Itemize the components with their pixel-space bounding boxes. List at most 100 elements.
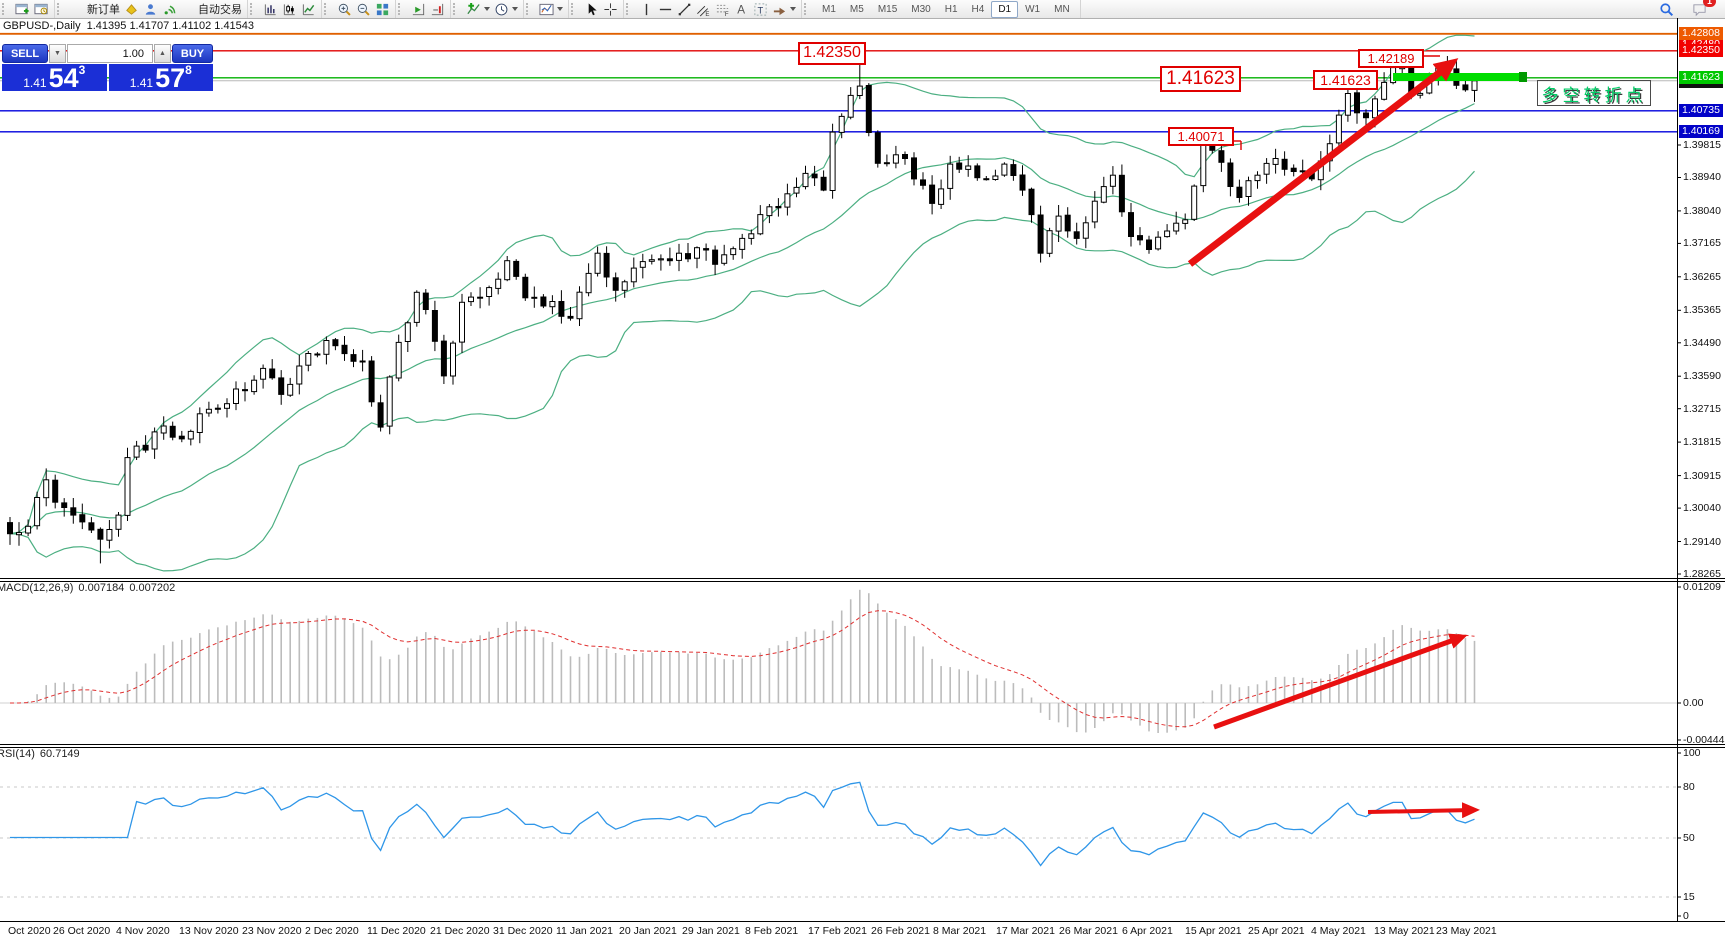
axis-tick-marks <box>1677 144 1681 917</box>
timeframe-button-m15[interactable]: M15 <box>877 3 898 15</box>
bar-chart-icon[interactable] <box>261 1 280 17</box>
dropdown-caret-icon <box>512 7 518 11</box>
date-axis-label: 11 Jan 2021 <box>556 925 614 937</box>
volume-input[interactable]: 1.00 <box>67 44 153 63</box>
price-axis-tick: 1.37165 <box>1683 237 1721 250</box>
timeframe-button-m5[interactable]: M5 <box>849 3 864 15</box>
price-axis-tick: 1.38940 <box>1683 171 1721 184</box>
chart-shift-icon[interactable] <box>428 1 447 17</box>
toolbar-grip <box>57 3 63 15</box>
buy-button[interactable]: BUY <box>172 44 213 63</box>
date-axis-label: 6 Apr 2021 <box>1122 925 1173 937</box>
bid-price[interactable]: 1.41 54 3 <box>2 64 107 92</box>
new-chart-icon[interactable] <box>13 1 32 17</box>
channel-icon[interactable]: E <box>694 1 713 17</box>
new-order-button[interactable]: 新订单 <box>68 1 122 17</box>
date-axis-label: 31 Dec 2020 <box>493 925 553 937</box>
trend-arrow-main[interactable] <box>1187 58 1459 267</box>
timeframe-button-w1[interactable]: W1 <box>1025 3 1041 15</box>
crosshair-icon[interactable] <box>601 1 620 17</box>
rsi-pane <box>0 781 1677 898</box>
timeframe-button-m1[interactable]: M1 <box>822 3 836 15</box>
toolbar-grip <box>571 3 577 15</box>
auto-scroll-icon[interactable] <box>409 1 428 17</box>
toolbar: 新订单 自动交易 E F A T M1 M5 M15 M30 H1 H4 D1 W1 MN 1 <box>0 0 1725 19</box>
support-zone-bar[interactable] <box>1393 73 1527 81</box>
date-axis-label: 11 Dec 2020 <box>367 925 426 937</box>
line-chart-icon[interactable] <box>299 1 318 17</box>
rsi-axis-tick: 80 <box>1683 781 1695 793</box>
dropdown-caret-icon <box>484 7 490 11</box>
pane-frame <box>0 18 1725 922</box>
price-axis-tick: 1.31815 <box>1683 436 1721 449</box>
timeframe-button-mn[interactable]: MN <box>1054 3 1070 15</box>
autotrading-button[interactable]: 自动交易 <box>179 1 244 17</box>
horizontal-line-icon[interactable] <box>656 1 675 17</box>
indicators-icon[interactable] <box>464 1 492 17</box>
candlestick-series <box>7 50 1478 564</box>
price-axis-badge: 1.40169 <box>1679 125 1723 139</box>
timeframe-button-h4[interactable]: H4 <box>971 3 985 15</box>
signals-icon[interactable] <box>160 1 179 17</box>
candlestick-chart-icon[interactable] <box>280 1 299 17</box>
toolbar-grip <box>626 3 632 15</box>
sell-button[interactable]: SELL <box>2 44 48 63</box>
date-axis-label: 13 Nov 2020 <box>179 925 239 937</box>
date-axis-label: 15 Apr 2021 <box>1185 925 1242 937</box>
fibonacci-icon[interactable]: F <box>713 1 732 17</box>
date-axis-label: 23 Nov 2020 <box>242 925 302 937</box>
price-axis-tick: 1.39815 <box>1683 138 1721 151</box>
price-annotation-box[interactable]: 1.40071 <box>1168 127 1234 146</box>
chat-icon[interactable]: 1 <box>1690 0 1716 17</box>
tile-windows-icon[interactable] <box>373 1 392 17</box>
date-axis-label: 17 Mar 2021 <box>996 925 1055 937</box>
metaeditor-icon[interactable] <box>122 1 141 17</box>
text-label-icon[interactable]: T <box>751 1 770 17</box>
search-icon[interactable] <box>1657 1 1676 17</box>
toolbar-grip <box>250 3 256 15</box>
date-axis-label: 25 Apr 2021 <box>1248 925 1305 937</box>
volume-decrease-button[interactable]: ▼ <box>49 44 66 63</box>
mql5-community-icon[interactable] <box>141 1 160 17</box>
price-annotation-box[interactable]: 1.41623 <box>1313 70 1378 90</box>
macd-label: MACD(12,26,9) 0.007184 0.007202 <box>0 582 176 594</box>
price-annotation-box[interactable]: 1.42350 <box>798 41 866 65</box>
price-axis-tick: 1.36265 <box>1683 270 1721 283</box>
date-axis-label: 4 Nov 2020 <box>116 925 170 937</box>
timeframe-button-d1[interactable]: D1 <box>991 0 1019 18</box>
support-zone-handle[interactable] <box>1519 72 1527 82</box>
vertical-line-icon[interactable] <box>637 1 656 17</box>
date-axis-label: 8 Mar 2021 <box>933 925 987 937</box>
trend-arrow-macd[interactable] <box>1213 633 1468 730</box>
ask-price[interactable]: 1.41 57 8 <box>108 64 213 92</box>
price-axis-tick: 1.33590 <box>1683 370 1721 383</box>
svg-text:T: T <box>758 5 764 15</box>
shapes-icon[interactable] <box>770 1 798 17</box>
price-axis-badge: 1.42808 <box>1679 27 1723 41</box>
zoom-out-icon[interactable] <box>354 1 373 17</box>
turning-point-note[interactable]: 多空转折点 <box>1537 80 1651 106</box>
one-click-trade-panel: SELL ▼ 1.00 ▲ BUY 1.41 54 3 1.41 57 8 <box>2 44 213 92</box>
text-icon[interactable]: A <box>732 1 751 17</box>
templates-icon[interactable] <box>537 1 565 17</box>
zoom-in-icon[interactable] <box>335 1 354 17</box>
date-axis-label: 17 Feb 2021 <box>808 925 867 937</box>
timeframe-button-h1[interactable]: H1 <box>944 3 958 15</box>
rsi-axis-tick: 0 <box>1683 910 1689 922</box>
date-axis-label: 2 Dec 2020 <box>305 925 359 937</box>
new-order-button-label: 新订单 <box>87 4 120 16</box>
date-axis-label: 29 Jan 2021 <box>682 925 740 937</box>
price-annotation-box[interactable]: 1.41623 <box>1160 66 1241 92</box>
profiles-icon[interactable] <box>32 1 51 17</box>
rsi-axis-tick: 100 <box>1683 747 1701 759</box>
volume-increase-button[interactable]: ▲ <box>154 44 171 63</box>
chart-title: GBPUSD-,Daily 1.41395 1.41707 1.41102 1.4… <box>3 20 260 32</box>
trendline-icon[interactable] <box>675 1 694 17</box>
cursor-icon[interactable] <box>582 1 601 17</box>
periods-icon[interactable] <box>492 1 520 17</box>
timeframe-button-m30[interactable]: M30 <box>911 3 931 15</box>
price-annotation-box[interactable]: 1.42189 <box>1358 49 1424 68</box>
trend-arrow-rsi[interactable] <box>1367 802 1480 819</box>
